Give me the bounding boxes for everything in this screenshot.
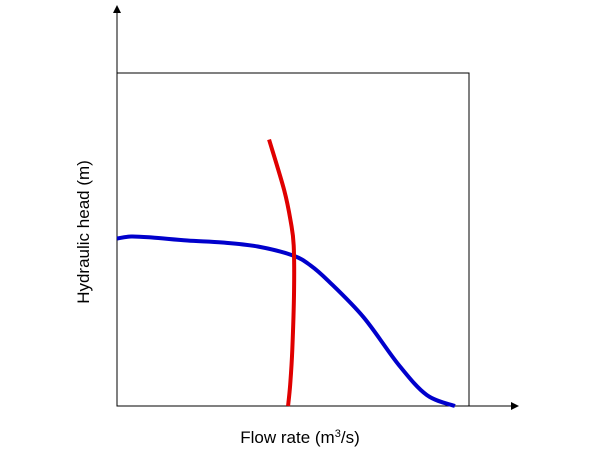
x-axis-label-text: Flow rate (m bbox=[240, 428, 334, 447]
x-axis-label-suffix: /s) bbox=[341, 428, 360, 447]
y-axis-label: Hydraulic head (m) bbox=[74, 160, 93, 304]
x-axis-label: Flow rate (m3/s) bbox=[240, 428, 359, 447]
x-axis-label-superscript: 3 bbox=[335, 428, 341, 440]
series-layer bbox=[116, 139, 456, 408]
series-line-2 bbox=[267, 139, 297, 407]
series-line-1 bbox=[116, 234, 456, 408]
